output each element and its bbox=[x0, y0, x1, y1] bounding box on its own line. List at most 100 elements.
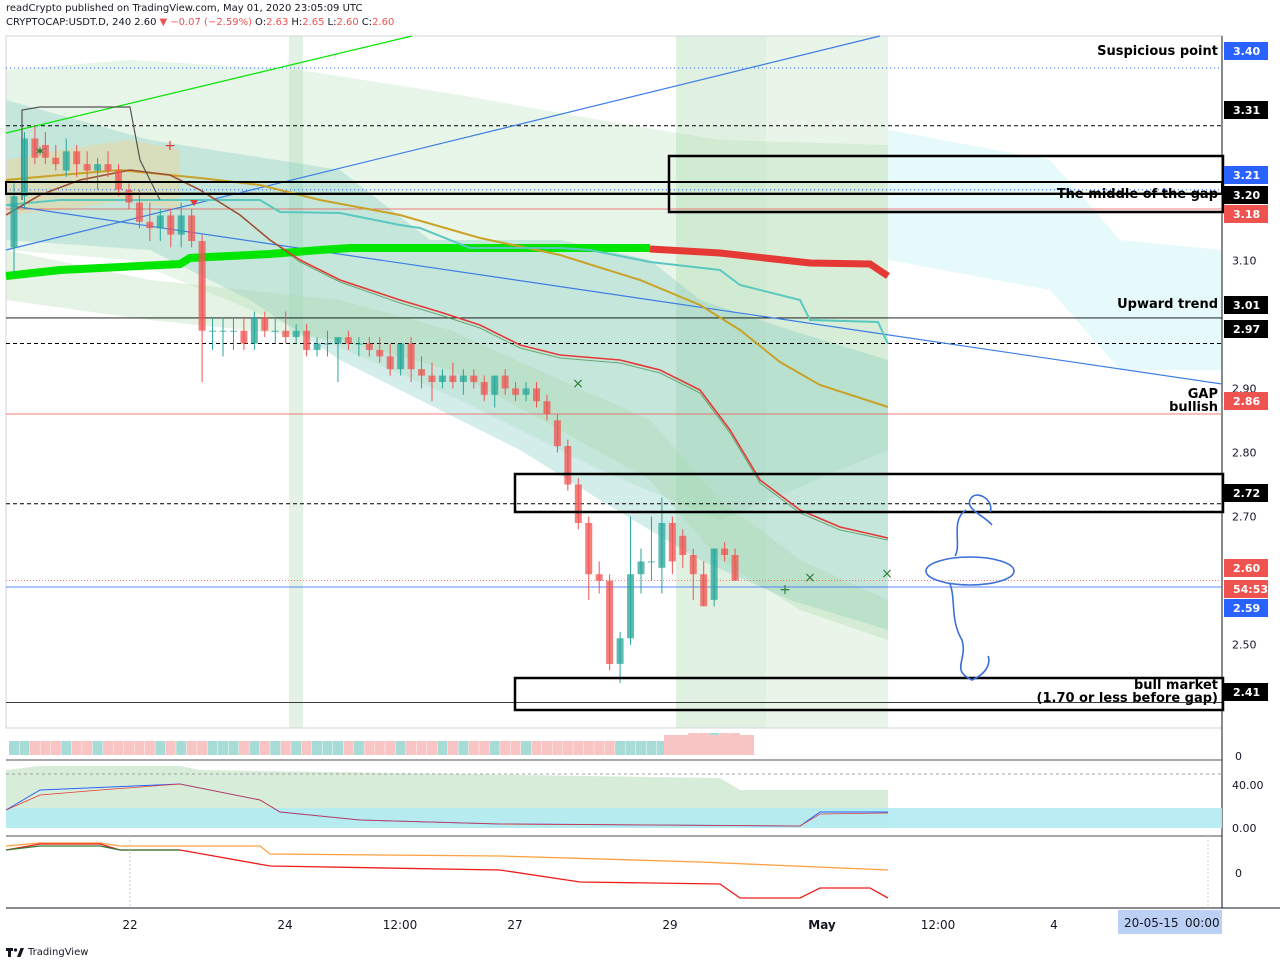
candle-body bbox=[480, 382, 488, 395]
candle bbox=[20, 132, 28, 209]
time-axis[interactable]: 22 24 12:00 27 29 May 12:00 4 20-05-15 00:00 bbox=[6, 907, 1280, 934]
price-axis[interactable]: 3.102.902.802.702.503.403.313.213.203.18… bbox=[1224, 42, 1268, 701]
annotation-gap: GAP bbox=[1188, 387, 1218, 402]
candle bbox=[585, 516, 593, 600]
candle bbox=[365, 337, 373, 357]
candle bbox=[250, 311, 258, 350]
volume-bar bbox=[301, 741, 312, 755]
candle-body bbox=[135, 202, 143, 222]
indicator-lines bbox=[5, 35, 1223, 541]
candle-body bbox=[125, 189, 133, 203]
candle bbox=[710, 548, 718, 607]
volume-bar bbox=[259, 741, 270, 755]
annotation-bull-market-note: (1.70 or less before gap) bbox=[1037, 691, 1218, 706]
candle-body bbox=[167, 215, 175, 235]
low-value: 2.60 bbox=[336, 17, 359, 28]
close-label: C: bbox=[361, 17, 373, 28]
candle-body bbox=[512, 388, 520, 395]
candle-body bbox=[313, 343, 321, 350]
volume-bar bbox=[176, 741, 187, 755]
candle-body bbox=[574, 484, 582, 523]
time-cursor-time: 00:00 bbox=[1185, 916, 1220, 930]
price-label-text: 3.21 bbox=[1233, 169, 1260, 182]
volume-bar bbox=[594, 741, 605, 755]
volume-bar bbox=[447, 741, 458, 755]
price-tick: 2.50 bbox=[1232, 639, 1257, 652]
candle-body bbox=[177, 215, 185, 235]
price-label-box bbox=[1224, 683, 1268, 701]
candle-body bbox=[501, 375, 509, 389]
time-tick: 12:00 bbox=[921, 918, 956, 932]
high-label: H: bbox=[291, 17, 303, 28]
price-label-text: 3.31 bbox=[1233, 104, 1260, 117]
annotation-bullish: bullish bbox=[1169, 400, 1218, 415]
volume-bar bbox=[573, 741, 584, 755]
price-label-text: 3.40 bbox=[1233, 45, 1260, 58]
volume-bar bbox=[521, 741, 532, 755]
open-value: 2.63 bbox=[266, 17, 289, 28]
annotation-suspicious: Suspicious point bbox=[1097, 44, 1218, 59]
candle-body bbox=[595, 574, 603, 581]
volume-bar bbox=[427, 741, 437, 755]
price-label: 2.59 bbox=[1224, 599, 1268, 617]
gap-box-272 bbox=[513, 472, 1225, 514]
publish-info: readCrypto published on TradingView.com,… bbox=[6, 3, 363, 14]
brand-text: TradingView bbox=[28, 947, 89, 958]
time-tick: 22 bbox=[122, 918, 137, 932]
candle bbox=[501, 369, 509, 395]
price-label-text: 2.97 bbox=[1233, 323, 1260, 336]
candle-body bbox=[721, 548, 729, 555]
price-label: 2.60 bbox=[1224, 559, 1268, 577]
lower-line-green bbox=[5, 845, 180, 851]
price-label: 2.72 bbox=[1224, 484, 1268, 502]
candle bbox=[282, 311, 290, 344]
candle bbox=[689, 548, 697, 600]
footer-brand: TradingView bbox=[6, 947, 88, 958]
annotation-boxes bbox=[5, 154, 1225, 712]
candle-body bbox=[658, 522, 666, 568]
volume-bar bbox=[155, 741, 166, 755]
candle bbox=[449, 362, 457, 389]
volume-bar bbox=[249, 741, 260, 755]
volume-bar bbox=[9, 741, 19, 755]
low-label: L: bbox=[327, 17, 337, 28]
candle bbox=[146, 202, 154, 242]
price-label: 3.18 bbox=[1224, 205, 1268, 223]
candle-body bbox=[428, 375, 436, 382]
price-change: −0.07 (−2.59%) bbox=[170, 17, 252, 28]
hand-drawn-stroke bbox=[949, 583, 990, 681]
candle bbox=[52, 144, 60, 171]
candle bbox=[480, 375, 488, 402]
price-label: 3.21 bbox=[1224, 166, 1268, 184]
volume-bar bbox=[625, 741, 636, 755]
volume-bar bbox=[343, 741, 354, 755]
volume-bar bbox=[71, 741, 82, 755]
candle-body bbox=[104, 164, 112, 171]
candle-body bbox=[647, 561, 655, 563]
price-tick: 2.80 bbox=[1232, 446, 1257, 459]
price-label-text: 2.60 bbox=[1233, 562, 1260, 575]
volume-bar bbox=[270, 741, 281, 755]
candle-body bbox=[115, 170, 122, 190]
candle bbox=[731, 548, 739, 581]
trend-green bbox=[5, 35, 413, 134]
candle-body bbox=[334, 337, 342, 344]
volume-bar bbox=[416, 741, 427, 755]
volume-bar bbox=[40, 741, 51, 755]
candle bbox=[188, 209, 196, 248]
candle bbox=[376, 337, 384, 363]
volume-bar bbox=[218, 741, 228, 755]
candles[interactable]: ✶ + × + × × bbox=[10, 125, 893, 684]
open-label: O: bbox=[255, 17, 267, 28]
candle bbox=[574, 478, 582, 530]
time-tick: 24 bbox=[277, 918, 292, 932]
cloud-teal bbox=[6, 100, 888, 630]
volume-bar bbox=[364, 741, 375, 755]
price-label-text: 2.86 bbox=[1233, 395, 1260, 408]
candle bbox=[73, 144, 81, 177]
candle-body bbox=[731, 555, 739, 581]
candle-body bbox=[83, 164, 91, 171]
lower-line-orange bbox=[5, 842, 889, 871]
candle-body bbox=[209, 330, 217, 332]
